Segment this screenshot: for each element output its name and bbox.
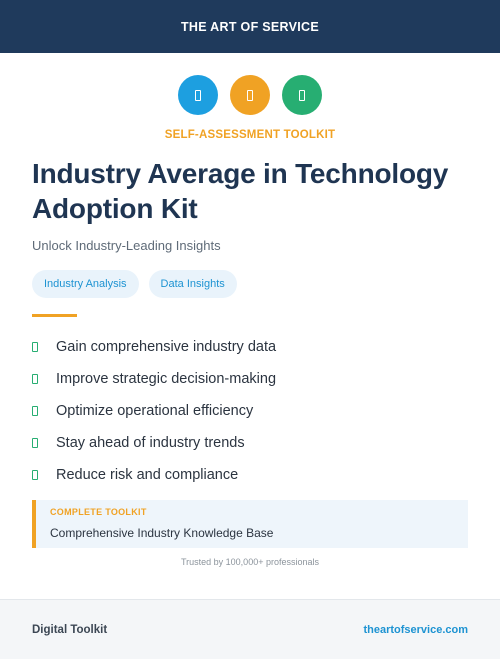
- feature-text: Stay ahead of industry trends: [56, 435, 245, 451]
- feature-text: Improve strategic decision-making: [56, 371, 277, 387]
- footer-label: Digital Toolkit: [32, 623, 108, 636]
- website-link[interactable]: theartofservice.com: [363, 623, 468, 636]
- blue-badge-icon: [178, 75, 218, 115]
- feature-text: Reduce risk and compliance: [56, 467, 239, 483]
- top-banner: THE ART OF SERVICE: [0, 0, 500, 53]
- footer-bar: Digital Toolkit theartofservice.com: [0, 599, 500, 659]
- tag-industry-analysis: Industry Analysis: [32, 270, 139, 298]
- feature-item: Improve strategic decision-making: [32, 363, 276, 395]
- feature-text: Optimize operational efficiency: [56, 403, 254, 419]
- icon-row: [0, 75, 500, 115]
- callout-text: Comprehensive Industry Knowledge Base: [50, 526, 274, 540]
- green-badge-icon: [282, 75, 322, 115]
- feature-item: Stay ahead of industry trends: [32, 427, 276, 459]
- kicker-label: SELF-ASSESSMENT TOOLKIT: [164, 129, 336, 141]
- feature-item: Gain comprehensive industry data: [32, 331, 276, 363]
- check-icon: [32, 438, 38, 448]
- callout-label: COMPLETE TOOLKIT: [50, 507, 147, 517]
- orange-badge-icon: [230, 75, 270, 115]
- feature-text: Gain comprehensive industry data: [56, 339, 277, 355]
- brand-name: THE ART OF SERVICE: [180, 19, 320, 34]
- tag-data-insights: Data Insights: [148, 270, 237, 298]
- tag-list: Industry Analysis Data Insights: [32, 270, 237, 298]
- check-icon: [32, 406, 38, 416]
- trusted-note: Trusted by 100,000+ professionals: [180, 557, 319, 567]
- accent-divider: [32, 314, 77, 317]
- feature-item: Optimize operational efficiency: [32, 395, 276, 427]
- toolkit-callout: COMPLETE TOOLKIT Comprehensive Industry …: [32, 500, 468, 548]
- feature-list: Gain comprehensive industry data Improve…: [32, 331, 276, 491]
- check-icon: [32, 470, 38, 480]
- check-icon: [32, 342, 38, 352]
- feature-item: Reduce risk and compliance: [32, 459, 276, 491]
- page-title: Industry Average in Technology Adoption …: [32, 158, 449, 224]
- page-subtitle: Unlock Industry-Leading Insights: [32, 238, 221, 253]
- check-icon: [32, 374, 38, 384]
